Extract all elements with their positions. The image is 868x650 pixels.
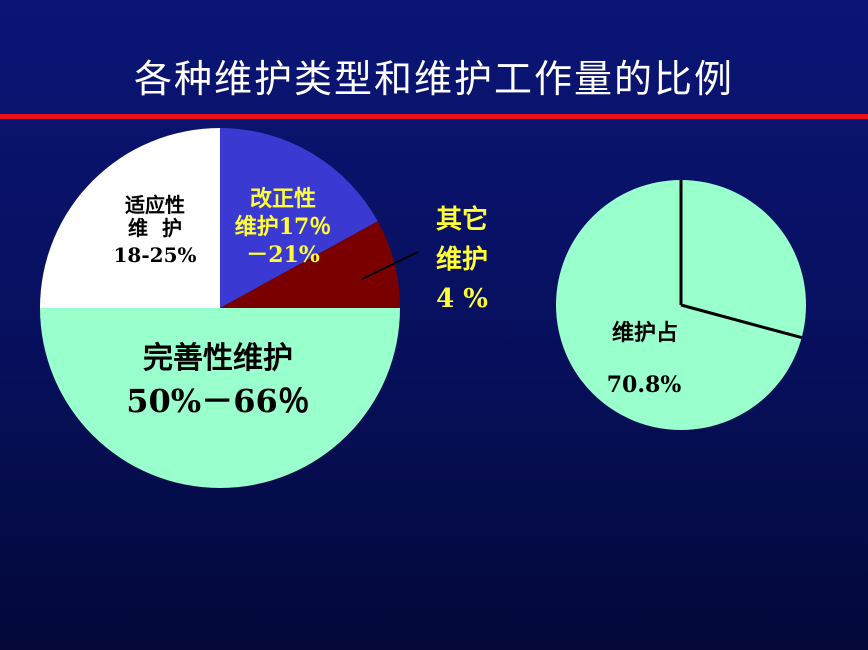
label-maintenance-share: 维护占	[612, 320, 678, 346]
label-corrective-line2: 维护17％	[235, 214, 332, 240]
label-adaptive-line1: 适应性	[125, 193, 185, 217]
label-maintenance-share-value: 70.8%	[607, 372, 682, 398]
label-perfective-line1: 完善性维护	[143, 341, 293, 376]
label-other: 其它 维护 4 %	[436, 204, 488, 314]
label-corrective-value: －21%	[246, 242, 320, 268]
label-other-line1: 其它	[436, 204, 488, 235]
maintenance-type-pie	[40, 128, 418, 488]
label-other-value: 4 %	[436, 284, 488, 314]
label-other-line2: 维护	[436, 244, 488, 275]
label-perfective-value: 50%－66％	[126, 382, 309, 420]
label-corrective-line1: 改正性	[250, 186, 316, 212]
label-adaptive-value: 18-25%	[114, 243, 197, 267]
label-adaptive-line2: 维 护	[128, 216, 182, 240]
